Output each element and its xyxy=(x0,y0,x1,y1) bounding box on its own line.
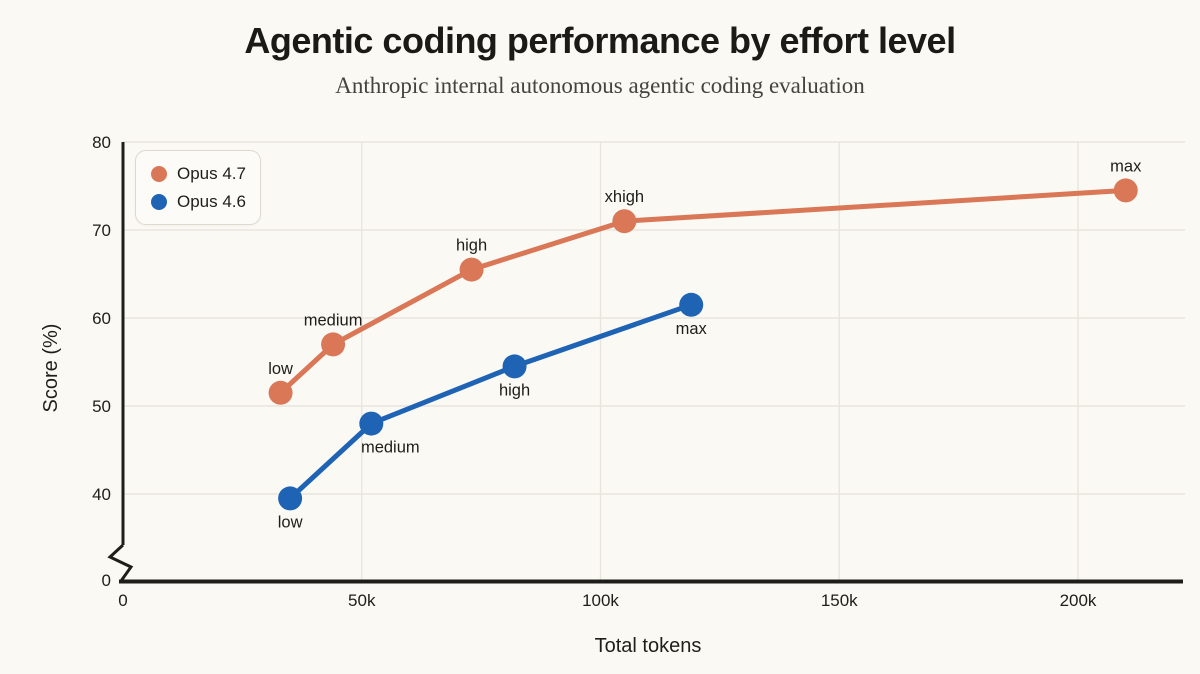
legend-item-opus-4-6: Opus 4.6 xyxy=(151,189,246,214)
point-label-opus-4-7-xhigh: xhigh xyxy=(605,188,644,206)
point-label-opus-4-7-max: max xyxy=(1110,157,1142,175)
y-tick-label-origin: 0 xyxy=(102,571,111,590)
point-label-opus-4-6-high: high xyxy=(499,381,530,399)
y-tick-label-80: 80 xyxy=(92,133,111,152)
x-tick-label-100k: 100k xyxy=(582,591,619,610)
data-point-opus-4-7-high xyxy=(459,257,484,282)
data-point-opus-4-6-high xyxy=(502,354,527,379)
y-axis-title: Score (%) xyxy=(40,324,62,413)
data-point-opus-4-6-max xyxy=(679,292,704,317)
point-label-opus-4-7-low: low xyxy=(268,360,293,378)
point-label-opus-4-7-high: high xyxy=(456,237,487,255)
axis-break-icon xyxy=(107,543,134,582)
legend-dot-opus-4-6 xyxy=(151,193,167,210)
point-label-opus-4-7-medium: medium xyxy=(304,311,363,329)
data-point-opus-4-7-xhigh xyxy=(612,209,637,234)
point-label-opus-4-6-medium: medium xyxy=(361,439,420,457)
data-series: low medium high xhigh max low medium high max xyxy=(268,157,1142,531)
data-point-opus-4-7-max xyxy=(1113,178,1138,203)
y-tick-label-60: 60 xyxy=(92,309,111,328)
y-tick-label-70: 70 xyxy=(92,221,111,240)
legend-label-opus-4-7: Opus 4.7 xyxy=(177,163,246,183)
series-line-opus-4-7 xyxy=(278,187,1129,396)
x-axis-title: Total tokens xyxy=(595,635,702,657)
legend: Opus 4.7 Opus 4.6 xyxy=(135,150,261,225)
x-tick-label-0: 0 xyxy=(118,591,127,610)
legend-item-opus-4-7: Opus 4.7 xyxy=(151,161,246,186)
data-point-opus-4-7-medium xyxy=(321,332,346,357)
chart-subtitle: Anthropic internal autonomous agentic co… xyxy=(335,73,865,98)
legend-dot-opus-4-7 xyxy=(151,165,167,182)
y-tick-label-50: 50 xyxy=(92,397,111,416)
chart-title: Agentic coding performance by effort lev… xyxy=(244,20,956,61)
data-point-opus-4-6-low xyxy=(278,486,303,511)
axes: 40 50 60 70 80 00 50k 100k 150k 200k xyxy=(92,133,1183,610)
x-tick-label-200k: 200k xyxy=(1060,591,1097,610)
point-label-opus-4-6-max: max xyxy=(676,320,708,338)
data-point-opus-4-6-medium xyxy=(359,411,384,436)
x-tick-label-50k: 50k xyxy=(348,591,376,610)
legend-label-opus-4-6: Opus 4.6 xyxy=(177,191,246,211)
point-label-opus-4-6-low: low xyxy=(278,513,303,531)
series-line-opus-4-6 xyxy=(287,302,694,501)
y-tick-label-40: 40 xyxy=(92,485,111,504)
x-tick-label-150k: 150k xyxy=(821,591,858,610)
data-point-opus-4-7-low xyxy=(268,380,293,405)
